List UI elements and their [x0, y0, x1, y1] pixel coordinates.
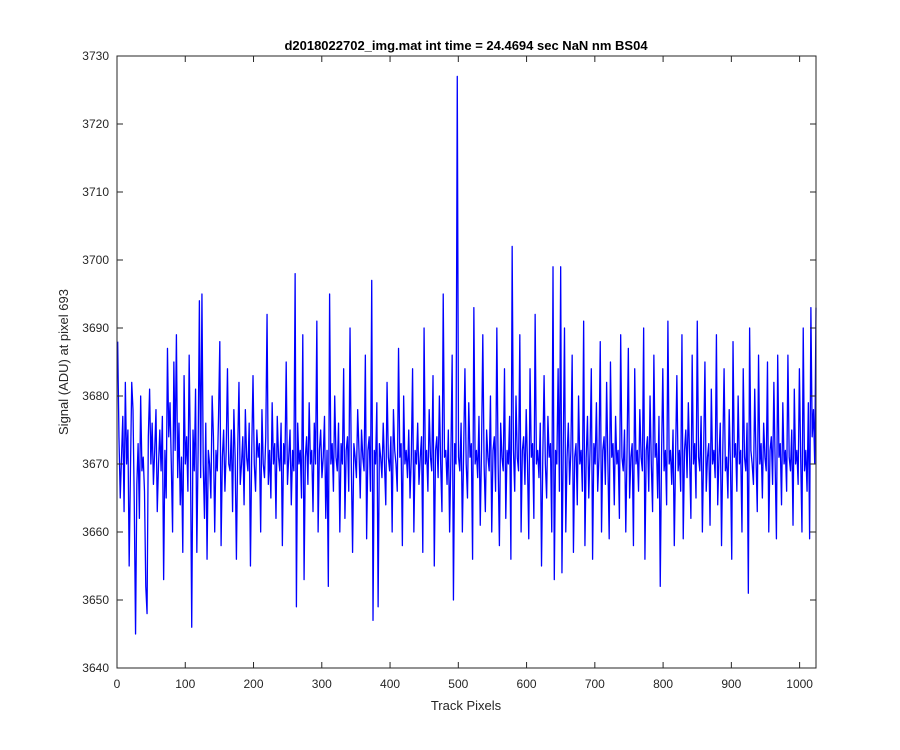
x-tick-label: 400 — [380, 677, 400, 691]
y-axis-label: Signal (ADU) at pixel 693 — [56, 289, 71, 435]
x-tick-label: 700 — [585, 677, 605, 691]
y-tick-label: 3730 — [82, 49, 109, 63]
y-tick-label: 3660 — [82, 525, 109, 539]
series-line-0 — [117, 75, 817, 635]
x-tick-label: 900 — [721, 677, 741, 691]
x-tick-label: 0 — [114, 677, 121, 691]
x-tick-label: 1000 — [786, 677, 813, 691]
y-tick-label: 3720 — [82, 117, 109, 131]
y-tick-label: 3640 — [82, 661, 109, 675]
x-tick-label: 300 — [312, 677, 332, 691]
tick-layer: 0 100 200 300 400 500 600 700 800 900 1000 3640 3650… — [82, 49, 816, 691]
axes-box — [116, 55, 817, 669]
y-tick-label: 3700 — [82, 253, 109, 267]
chart-title: d2018022702_img.mat int time = 24.4694 s… — [284, 38, 648, 53]
y-tick-label: 3690 — [82, 321, 109, 335]
x-axis-label: Track Pixels — [431, 698, 502, 713]
y-tick-label: 3650 — [82, 593, 109, 607]
plot-area — [117, 56, 816, 668]
x-tick-label: 200 — [244, 677, 264, 691]
y-tick-label: 3670 — [82, 457, 109, 471]
x-tick-label: 600 — [517, 677, 537, 691]
x-tick-label: 800 — [653, 677, 673, 691]
y-tick-label: 3710 — [82, 185, 109, 199]
x-tick-label: 500 — [448, 677, 468, 691]
series-layer — [117, 75, 817, 635]
y-tick-label: 3680 — [82, 389, 109, 403]
x-tick-label: 100 — [175, 677, 195, 691]
